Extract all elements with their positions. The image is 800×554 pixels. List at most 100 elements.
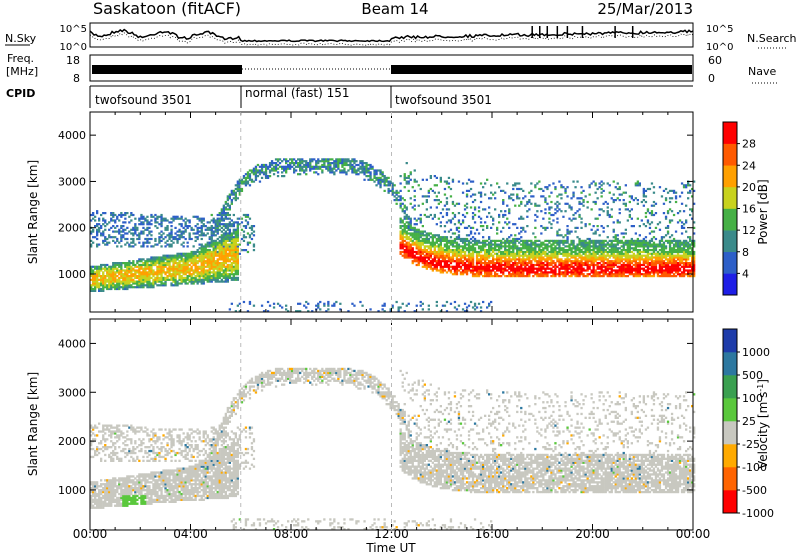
heatmap-cell	[399, 245, 402, 248]
heatmap-cell	[443, 245, 447, 248]
heatmap-cell	[556, 200, 559, 204]
heatmap-cell	[532, 269, 535, 272]
heatmap-cell	[126, 241, 129, 244]
heatmap-cell	[608, 262, 611, 265]
heatmap-cell	[216, 260, 219, 263]
heatmap-cell	[488, 260, 491, 263]
heatmap-cell	[429, 176, 432, 179]
heatmap-cell	[198, 247, 201, 250]
heatmap-cell	[104, 284, 107, 287]
heatmap-cell	[208, 269, 211, 272]
heatmap-cell	[566, 225, 569, 228]
heatmap-cell	[206, 275, 209, 278]
heatmap-cell	[327, 169, 330, 172]
heatmap-cell	[238, 223, 241, 226]
heatmap-cell	[222, 217, 225, 220]
heatmap-cell	[590, 245, 593, 248]
heatmap-cell	[208, 254, 211, 257]
heatmap-cell	[401, 302, 404, 305]
heatmap-cell	[238, 217, 241, 220]
heatmap-cell	[596, 217, 599, 220]
heatmap-cell	[110, 287, 113, 291]
heatmap-cell	[365, 171, 368, 174]
heatmap-cell	[120, 280, 123, 283]
heatmap-cell	[482, 254, 485, 257]
heatmap-cell	[210, 276, 213, 279]
heatmap-cell	[445, 239, 449, 242]
heatmap-cell	[180, 278, 183, 281]
heatmap-cell	[212, 252, 215, 255]
heatmap-cell	[574, 275, 577, 278]
heatmap-cell	[492, 239, 495, 242]
heatmap-cell	[566, 263, 569, 267]
heatmap-cell	[156, 278, 159, 281]
heatmap-cell	[295, 169, 298, 172]
heatmap-cell	[200, 278, 203, 281]
heatmap-cell	[311, 160, 314, 163]
heatmap-cell	[496, 243, 499, 246]
heatmap-cell	[216, 230, 219, 233]
heatmap-cell	[512, 250, 515, 254]
heatmap-cell	[156, 243, 159, 246]
heatmap-cell	[126, 232, 129, 235]
heatmap-cell	[140, 230, 143, 233]
heatmap-cell	[232, 189, 235, 192]
heatmap-cell	[321, 163, 324, 167]
heatmap-cell	[558, 271, 561, 274]
heatmap-cell	[196, 260, 199, 263]
heatmap-cell	[616, 260, 619, 263]
heatmap-cell	[401, 197, 404, 200]
heatmap-cell	[353, 171, 356, 174]
heatmap-cell	[638, 271, 641, 274]
heatmap-cell	[399, 230, 402, 233]
heatmap-cell	[580, 197, 583, 200]
heatmap-cell	[564, 189, 567, 192]
heatmap-cell	[124, 243, 127, 246]
heatmap-cell	[534, 202, 537, 205]
heatmap-cell	[614, 273, 617, 276]
heatmap-cell	[162, 284, 165, 287]
heatmap-cell	[455, 252, 459, 255]
heatmap-cell	[196, 278, 199, 281]
heatmap-cell	[250, 226, 254, 229]
heatmap-cell	[228, 260, 231, 263]
heatmap-cell	[604, 254, 607, 257]
heatmap-cell	[333, 173, 336, 176]
heatmap-cell	[526, 202, 529, 205]
heatmap-cell	[600, 249, 603, 252]
heatmap-cell	[636, 275, 639, 278]
heatmap-cell	[136, 237, 139, 241]
heatmap-cell	[242, 230, 246, 233]
heatmap-cell	[421, 265, 424, 268]
heatmap-cell	[586, 249, 589, 252]
heatmap-cell	[477, 252, 481, 255]
heatmap-cell	[287, 163, 290, 167]
heatmap-cell	[630, 269, 633, 272]
heatmap-cell	[512, 243, 515, 246]
heatmap-cell	[453, 245, 457, 248]
heatmap-cell	[120, 263, 123, 267]
heatmap-cell	[413, 237, 416, 241]
heatmap-cell	[357, 173, 360, 176]
heatmap-cell	[530, 239, 533, 242]
heatmap-cell	[612, 239, 615, 242]
heatmap-cell	[441, 304, 445, 307]
heatmap-cell	[333, 165, 336, 168]
heatmap-cell	[624, 249, 627, 252]
heatmap-cell	[590, 228, 593, 231]
heatmap-cell	[612, 250, 615, 254]
heatmap-cell	[610, 271, 613, 274]
heatmap-cell	[626, 263, 629, 267]
heatmap-cell	[498, 247, 501, 250]
heatmap-cell	[232, 258, 235, 261]
heatmap-cell	[451, 256, 455, 259]
heatmap-cell	[208, 278, 211, 281]
heatmap-cell	[138, 223, 141, 226]
heatmap-cell	[403, 186, 406, 189]
heatmap-cell	[230, 271, 233, 274]
heatmap-cell	[578, 249, 581, 252]
heatmap-cell	[588, 252, 591, 255]
heatmap-cell	[102, 289, 105, 292]
heatmap-cell	[184, 263, 187, 267]
